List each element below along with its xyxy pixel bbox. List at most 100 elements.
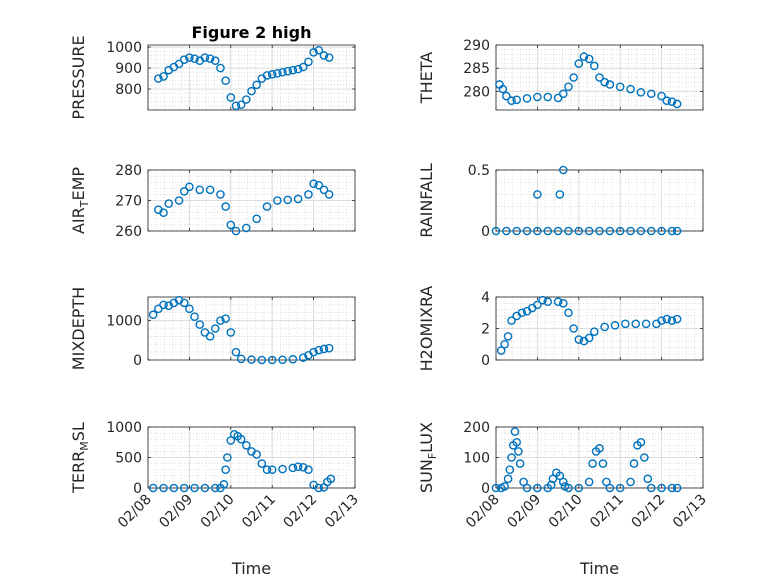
data-point [522,483,532,493]
data-point [533,483,542,493]
data-point [293,194,303,204]
data-point [510,427,520,436]
data-point [667,226,677,236]
data-point [148,483,158,493]
data-point [293,64,303,74]
data-point [236,434,246,444]
y-tick-label: 2 [481,322,490,338]
data-point [304,57,313,67]
data-point [314,345,324,355]
data-point [247,355,256,364]
data-point [496,346,506,355]
data-point [505,465,515,475]
data-point [657,91,666,101]
y-axis-label: MIXDEPTH [69,287,88,370]
data-point [543,297,553,307]
data-point [564,483,573,493]
data-point [615,483,625,493]
data-point [210,56,220,66]
x-tick-label: 02/10 [546,492,586,532]
data-point [200,53,210,62]
data-point [546,480,556,490]
data-point [522,226,532,236]
data-point [662,314,672,324]
y-tick-label: 0 [133,353,142,369]
data-point [507,96,516,106]
data-point [159,483,168,493]
data-point [314,180,324,190]
data-point [257,355,267,365]
data-point [574,335,584,344]
data-point [626,226,635,236]
data-point [667,483,677,493]
data-point [500,482,509,491]
data-point [514,447,523,456]
subplot-rainfall: 0 0.5 RAINFALL [417,163,704,240]
data-point [273,69,282,78]
data-point [512,226,522,236]
data-point [221,465,230,475]
data-point [646,89,656,99]
x-tick-label: 02/12 [281,492,321,532]
y-tick-label: 280 [115,163,142,179]
data-point [564,226,573,236]
data-point [595,444,604,453]
data-point [538,295,547,305]
data-point [216,63,225,73]
data-point [195,185,205,195]
subplot-terr-msl: 0 500 1000 TERRMSL 02/08 02/09 02/10 02/11 02/12… [69,420,362,578]
data-point [324,53,334,62]
y-tick-label: 0 [133,481,142,497]
x-tick-label: 02/08 [463,492,503,532]
data-point [595,73,604,82]
data-point [293,462,303,471]
data-point [190,483,199,493]
data-point [503,474,513,484]
data-point [543,226,553,236]
plot-area [148,297,355,360]
data-point [304,465,313,475]
data-point [502,91,511,101]
data-point [205,185,215,195]
data-point [200,483,210,493]
data-point [667,316,677,325]
data-point [569,73,578,82]
data-point [605,80,615,89]
y-axis-label: THETA [417,52,436,104]
data-point [543,92,553,102]
data-point [221,314,230,323]
data-point [640,453,649,462]
data-point [657,226,666,236]
data-point [553,93,563,103]
data-point [600,322,609,332]
data-point [610,321,620,330]
y-axis-label: RAINFALL [417,163,436,238]
data-point [491,226,501,236]
subplot-theta: 280 285 290 THETA [417,38,704,111]
x-tick-label: 02/11 [587,492,627,532]
x-axis-label: Time [231,559,271,578]
data-point [283,195,293,205]
y-axis-label: AIRTEMP [69,167,91,234]
x-axis-label: Time [579,559,619,578]
data-point [672,226,682,236]
data-point [500,339,509,349]
data-point [226,220,236,230]
data-point [533,226,542,236]
data-point [309,48,318,57]
axes-box [495,169,704,232]
data-point [223,453,232,462]
data-point [515,459,525,468]
data-point [517,308,527,318]
data-point [283,66,293,76]
data-point [278,464,287,474]
y-tick-label: 0.5 [468,163,490,179]
y-tick-label: 290 [463,38,490,54]
data-point [512,437,522,447]
data-point [324,190,334,199]
data-point [605,483,615,493]
data-point [672,99,682,109]
data-point [491,483,501,493]
data-point [558,298,568,308]
